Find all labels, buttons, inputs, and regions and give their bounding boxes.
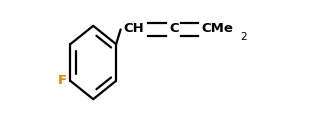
Text: F: F — [57, 74, 67, 87]
Text: 2: 2 — [240, 32, 246, 42]
Text: CMe: CMe — [202, 22, 234, 35]
Text: CH: CH — [124, 22, 145, 35]
Text: C: C — [170, 22, 179, 35]
